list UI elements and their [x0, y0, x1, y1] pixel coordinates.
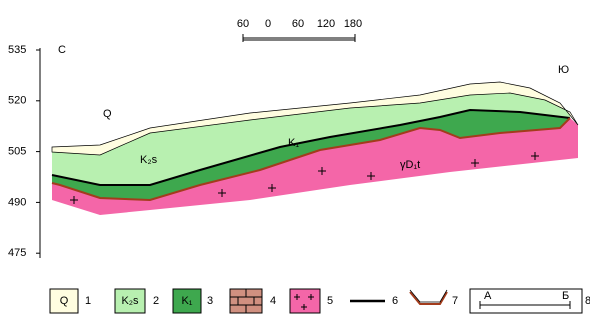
geologic-section: 60060120180 535520505490475 СЮQK₂sK₁γD₁t…	[0, 0, 590, 329]
scale-bar	[243, 34, 355, 42]
legend-symbol: А	[484, 290, 492, 302]
scale-label: 0	[265, 18, 271, 30]
y-ticks: 535 520 505 490 475	[8, 44, 40, 259]
unit-label: K₂s	[140, 154, 158, 166]
legend-number: 6	[392, 295, 398, 307]
legend-number: 8	[585, 295, 590, 307]
legend-symbol: K₁	[181, 295, 192, 307]
legend-number: 3	[207, 295, 213, 307]
y-tick-label: 490	[8, 196, 26, 208]
section-layers	[52, 82, 578, 215]
north-label: С	[58, 44, 66, 56]
scale-label: 120	[317, 18, 335, 30]
y-tick-label: 475	[8, 247, 26, 259]
unit-label: γD₁t	[400, 159, 420, 171]
scale-label: 60	[237, 18, 249, 30]
legend-number: 2	[153, 295, 159, 307]
unit-label: Q	[103, 108, 112, 120]
legend-symbol: Q	[60, 295, 69, 307]
y-tick-label: 520	[8, 95, 26, 107]
legend-number: 4	[270, 295, 276, 307]
legend-symbol: Б	[562, 290, 569, 302]
y-tick-label: 535	[8, 44, 26, 56]
y-tick-label: 505	[8, 146, 26, 158]
legend-number: 5	[327, 295, 333, 307]
scale-label: 60	[292, 18, 304, 30]
legend-number: 7	[452, 295, 458, 307]
legend-symbol: K₂s	[121, 295, 139, 307]
scale-label: 180	[344, 18, 362, 30]
unit-label: K₁	[288, 137, 299, 149]
south-label: Ю	[558, 64, 569, 76]
legend-number: 1	[85, 295, 91, 307]
scale-labels: 60 0 60 120 180	[237, 18, 362, 30]
